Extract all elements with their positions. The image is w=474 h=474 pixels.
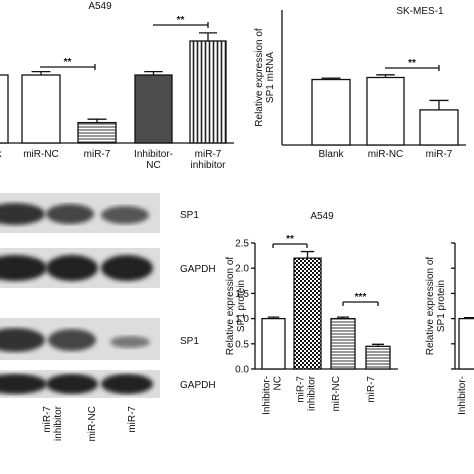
chart-title: A549 — [310, 211, 334, 222]
lane-label: miR-7 — [127, 406, 138, 433]
error-bar — [300, 250, 315, 259]
lane-label: miR-NC — [87, 406, 98, 442]
x-tick-label: miR-NC — [331, 376, 342, 412]
x-tick-label: Inhibitor- — [457, 376, 468, 415]
x-tick-label: miR-7 — [426, 149, 453, 160]
x-tick-label: Inhibitor-NC — [262, 376, 284, 415]
y-axis-label: Relative expression ofSP1 protein — [425, 257, 447, 356]
band-label: SP1 — [180, 210, 199, 221]
significance-label: ** — [286, 234, 294, 245]
x-tick-label: Blank — [318, 149, 344, 160]
y-tick-label: 0.0 — [235, 365, 249, 376]
y-tick-label: 2.0 — [235, 264, 249, 275]
chart-title: A549 — [88, 1, 112, 12]
x-tick-label: Blank — [0, 149, 3, 160]
error-bar — [321, 77, 341, 80]
bar — [311, 78, 351, 146]
error-bar — [337, 316, 349, 319]
band-label: SP1 — [180, 336, 199, 347]
x-tick-label: miR-NC — [368, 149, 404, 160]
bar — [21, 74, 61, 144]
x-tick-label: miR-7inhibitor — [296, 375, 318, 411]
bar — [419, 109, 459, 146]
significance-line — [385, 65, 440, 71]
error-bar — [267, 316, 280, 319]
y-axis-label: Relative expression ofSP1 protein — [225, 257, 247, 356]
western-blot — [0, 193, 160, 398]
significance-line — [342, 301, 379, 306]
bar — [366, 76, 405, 146]
significance-label: *** — [355, 292, 367, 303]
error-bar — [144, 70, 163, 75]
bar — [189, 40, 227, 144]
error-bar — [31, 70, 51, 75]
y-axis-label: Relative expression ofSP1 mRNA — [254, 28, 276, 127]
significance-label: ** — [408, 58, 416, 69]
significance-label: ** — [177, 15, 185, 26]
band-label: GAPDH — [180, 264, 216, 275]
x-tick-label: miR-NC — [23, 149, 59, 160]
lane-label: miR-7inhibitor — [42, 405, 64, 441]
significance-label: ** — [64, 57, 72, 68]
error-bar — [87, 118, 107, 123]
error-bar — [372, 343, 384, 347]
error-bar — [376, 74, 395, 78]
bar — [293, 257, 322, 370]
error-bar — [429, 99, 449, 110]
bar — [134, 74, 173, 144]
error-bar — [199, 32, 217, 41]
bar — [330, 317, 356, 370]
bar — [261, 317, 286, 370]
significance-line — [40, 64, 96, 70]
y-tick-label: 1.0 — [235, 314, 249, 325]
bar — [0, 74, 9, 144]
x-tick-label: miR-7 — [84, 149, 111, 160]
significance-line — [153, 22, 209, 28]
bar — [458, 317, 474, 370]
error-bar — [464, 316, 474, 319]
x-tick-label: Inhibitor-NC — [134, 149, 173, 171]
x-tick-label: miR-7 — [366, 376, 377, 403]
bar — [365, 345, 391, 370]
bar — [77, 121, 117, 144]
y-tick-label: 0.5 — [235, 339, 249, 350]
chart-title: SK-MES-1 — [396, 6, 444, 17]
band-label: GAPDH — [180, 380, 216, 391]
y-tick-label: 1.5 — [235, 289, 249, 300]
y-tick-label: 2.5 — [235, 239, 249, 250]
significance-line — [272, 243, 308, 248]
